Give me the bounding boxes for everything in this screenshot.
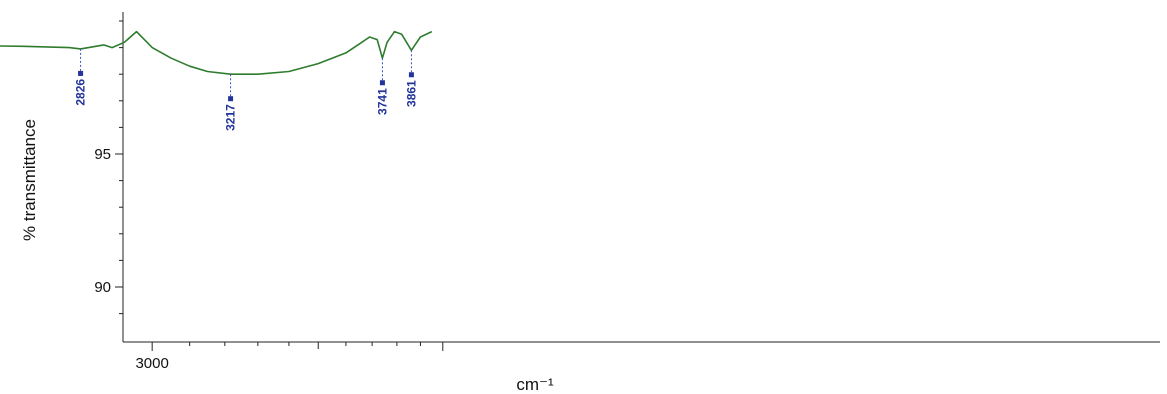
y-axis-title: % transmittance xyxy=(20,119,39,241)
peak-annotations: 3861374132172826156514081221872551 xyxy=(74,48,418,131)
peak-label: 2826 xyxy=(74,79,88,106)
peak-marker xyxy=(379,80,385,86)
spectrum-line xyxy=(0,30,433,75)
peak-marker xyxy=(408,72,414,78)
peak-marker xyxy=(78,70,84,76)
x-axis-title: cm⁻¹ xyxy=(516,375,554,394)
peak-label: 3741 xyxy=(375,88,389,115)
chart-axes xyxy=(122,12,1160,343)
x-tick-label: 3000 xyxy=(135,355,168,372)
peak-label: 3217 xyxy=(224,104,238,131)
y-tick-label: 90 xyxy=(94,279,111,296)
y-tick-label: 95 xyxy=(94,146,111,163)
axis-ticks: 9095300020001000800600 xyxy=(94,20,444,372)
peak-label: 3861 xyxy=(404,80,418,107)
series-layer xyxy=(0,30,433,75)
peak-marker xyxy=(228,96,234,102)
